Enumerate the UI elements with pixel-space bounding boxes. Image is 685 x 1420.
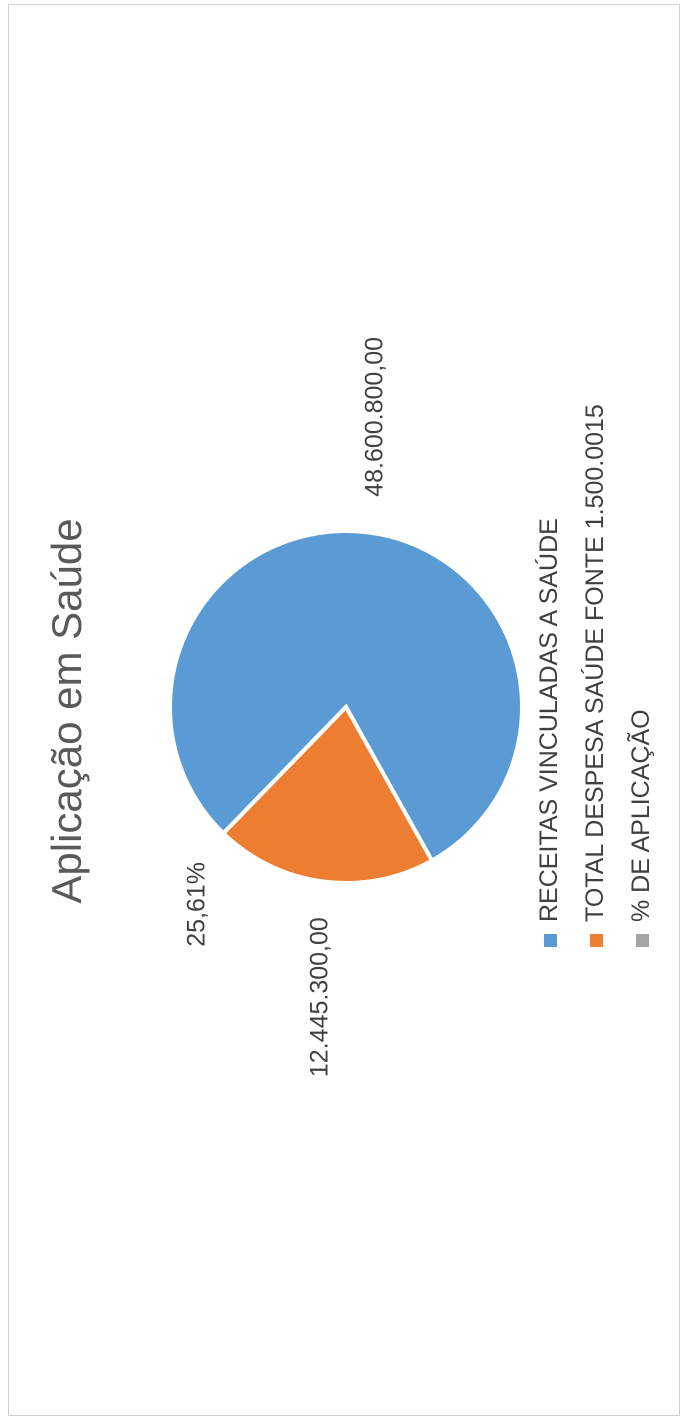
data-label-receitas-vinculadas-a-saude: 48.600.800,00	[361, 337, 389, 497]
chart-frame: Aplicação em Saúde 48.600.800,00 12.445.3…	[8, 4, 680, 1416]
chart-title: Aplicação em Saúde	[43, 518, 90, 903]
data-label-total-despesa-saude-fonte-1-500-0015: 12.445.300,00	[305, 917, 333, 1077]
pie-slice-de-aplicacao	[221, 705, 348, 835]
chart-canvas: Aplicação em Saúde 48.600.800,00 12.445.3…	[9, 5, 681, 1417]
pie-slice-receitas-vinculadas-a-saude	[168, 529, 524, 864]
pie-slice-total-despesa-saude-fonte-1-500-0015	[220, 703, 435, 885]
pie-data-labels: 48.600.800,00 12.445.300,00 25,61%	[183, 337, 389, 1077]
legend-label-receitas-vinculadas-a-saude: RECEITAS VINCULADAS A SAÚDE	[534, 518, 563, 922]
legend-swatch-de-aplicacao	[636, 934, 649, 947]
legend-swatch-receitas-vinculadas-a-saude	[544, 934, 557, 947]
chart-legend: RECEITAS VINCULADAS A SAÚDE TOTAL DESPESA…	[534, 404, 655, 947]
pie-chart: Aplicação em Saúde 48.600.800,00 12.445.3…	[43, 337, 655, 1077]
data-label-de-aplicacao: 25,61%	[183, 862, 211, 947]
legend-label-total-despesa-saude-fonte-1-500-0015: TOTAL DESPESA SAÚDE FONTE 1.500.0015	[580, 404, 609, 922]
legend-swatch-total-despesa-saude-fonte-1-500-0015	[590, 934, 603, 947]
legend-label-de-aplicacao: % DE APLICAÇÃO	[626, 709, 655, 922]
pie-slices	[168, 529, 524, 885]
